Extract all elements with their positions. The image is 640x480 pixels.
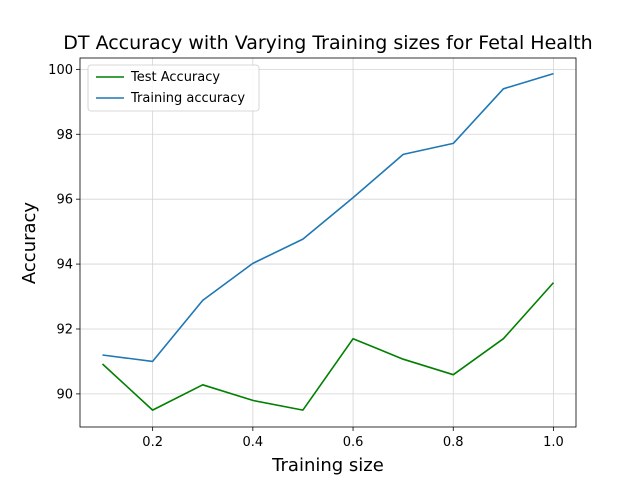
axis-ticks: 0.2 0.4 0.6 0.8 1.0 90 92 94 96 98 100 bbox=[48, 63, 564, 450]
x-tick-label: 0.6 bbox=[343, 435, 364, 450]
legend-label-training-accuracy: Training accuracy bbox=[130, 91, 245, 106]
series-lines bbox=[101, 72, 555, 411]
y-tick-label: 94 bbox=[56, 258, 73, 273]
y-tick-label: 96 bbox=[56, 193, 73, 208]
legend-label-test-accuracy: Test Accuracy bbox=[130, 70, 220, 85]
series-line-test-accuracy bbox=[101, 282, 555, 411]
y-tick-label: 100 bbox=[48, 63, 73, 78]
chart-title: DT Accuracy with Varying Training sizes … bbox=[63, 32, 592, 54]
x-tick-label: 0.2 bbox=[142, 435, 163, 450]
y-tick-label: 98 bbox=[56, 128, 73, 143]
series-line-training-accuracy bbox=[102, 72, 554, 363]
legend-box bbox=[87, 64, 260, 112]
x-axis-label: Training size bbox=[271, 455, 384, 476]
x-tick-label: 0.4 bbox=[243, 435, 264, 450]
grid bbox=[80, 58, 576, 427]
x-tick-label: 0.8 bbox=[443, 435, 464, 450]
y-tick-label: 92 bbox=[56, 322, 73, 337]
plot-frame bbox=[79, 57, 577, 428]
x-tick-label: 1.0 bbox=[543, 435, 564, 450]
y-axis-label: Accuracy bbox=[19, 202, 40, 285]
y-tick-label: 90 bbox=[56, 387, 73, 402]
legend: Test Accuracy Training accuracy bbox=[87, 64, 260, 112]
